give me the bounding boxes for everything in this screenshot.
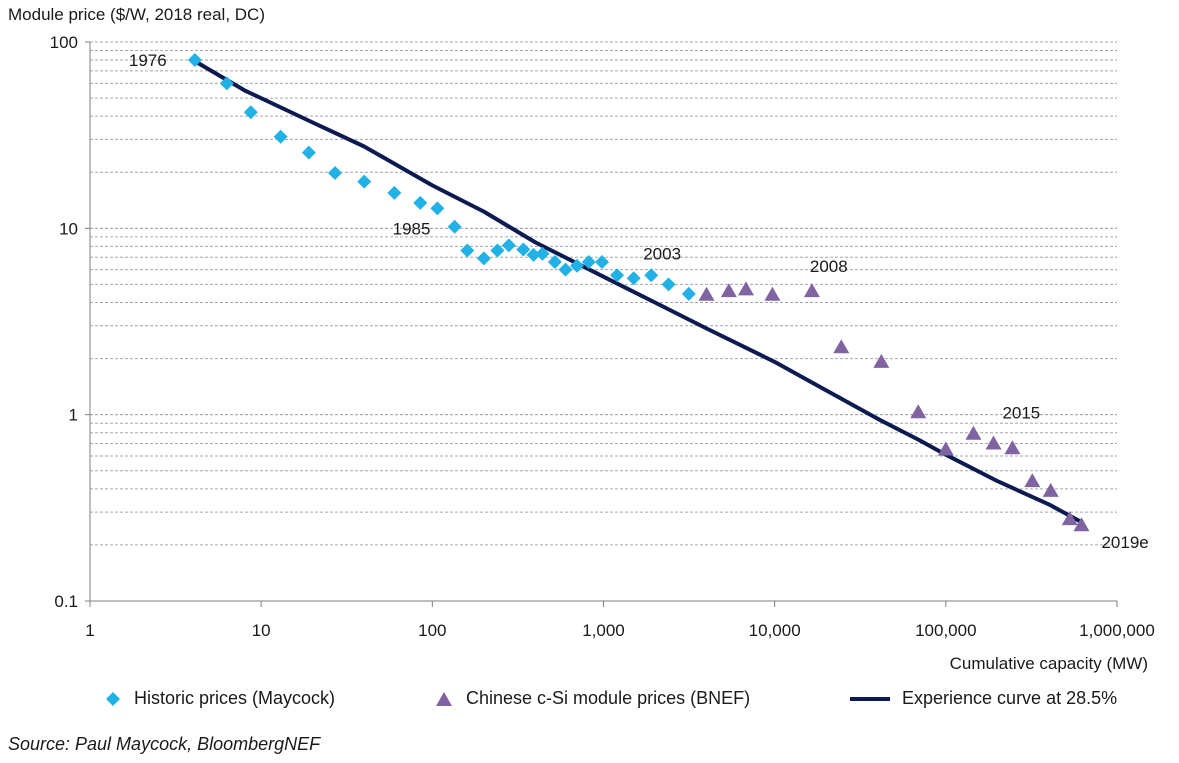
y-tick-label: 1 <box>69 406 78 425</box>
annotation-label: 2008 <box>810 257 848 276</box>
chinese-price-point <box>985 435 1002 450</box>
chinese-price-point <box>965 425 982 440</box>
source-note: Source: Paul Maycock, BloombergNEF <box>8 734 321 754</box>
chinese-price-point <box>873 353 890 368</box>
historic-price-point <box>357 174 372 189</box>
historic-price-point <box>387 185 402 200</box>
chinese-price-point <box>1042 482 1059 497</box>
y-tick-label: 100 <box>50 33 78 52</box>
chinese-price-point <box>698 286 715 301</box>
y-axis-title: Module price ($/W, 2018 real, DC) <box>8 5 265 24</box>
legend-label-historic: Historic prices (Maycock) <box>134 688 336 708</box>
historic-price-point <box>626 271 641 286</box>
legend-line-marker <box>850 696 890 701</box>
x-tick-label: 1,000 <box>582 621 625 640</box>
data-marks <box>187 53 1090 532</box>
x-tick-label: 1 <box>85 621 94 640</box>
historic-price-point <box>644 268 659 283</box>
historic-price-point <box>243 105 258 120</box>
chinese-price-point <box>803 283 820 298</box>
historic-price-point <box>594 254 609 269</box>
experience-curve-line <box>191 58 1084 525</box>
historic-price-point <box>430 201 445 216</box>
y-tick-label: 10 <box>59 219 78 238</box>
annotation-label: 2019e <box>1101 533 1148 552</box>
historic-price-point <box>273 129 288 144</box>
chinese-price-point <box>1024 473 1041 488</box>
historic-price-point <box>501 238 516 253</box>
historic-price-point <box>413 195 428 210</box>
historic-price-point <box>681 286 696 301</box>
x-tick-label: 1,000,000 <box>1079 621 1155 640</box>
legend-item-chinese: Chinese c-Si module prices (BNEF) <box>436 688 750 709</box>
chinese-price-point <box>833 339 850 354</box>
tick-labels: 0.1 1 10 100 1 10 100 1,000 10,000 100,000 1,000,0… <box>50 33 1155 640</box>
chinese-price-point <box>737 281 754 296</box>
legend: Historic prices (Maycock) Chinese c-Si m… <box>0 688 1179 716</box>
annotation-label: 1985 <box>393 220 431 239</box>
historic-price-point <box>610 268 625 283</box>
legend-label-chinese: Chinese c-Si module prices (BNEF) <box>466 688 751 708</box>
chinese-price-point <box>937 441 954 456</box>
legend-item-historic: Historic prices (Maycock) <box>106 688 335 709</box>
chinese-price-point <box>910 404 927 419</box>
legend-triangle-marker <box>436 691 452 706</box>
historic-price-point <box>328 166 343 181</box>
historic-price-point <box>661 277 676 292</box>
grid-lines <box>90 41 1117 546</box>
legend-item-curve: Experience curve at 28.5% <box>850 688 1117 709</box>
chinese-price-point <box>764 286 781 301</box>
historic-price-point <box>581 254 596 269</box>
historic-price-point <box>526 247 541 262</box>
y-tick-label: 0.1 <box>54 592 78 611</box>
x-tick-label: 10 <box>252 621 271 640</box>
historic-price-point <box>187 53 202 68</box>
historic-price-point <box>558 262 573 277</box>
chinese-price-point <box>1061 511 1078 526</box>
historic-price-point <box>476 251 491 266</box>
x-tick-label: 100 <box>418 621 446 640</box>
annotations: 1976 1985 2003 2008 2015 2019e <box>129 51 1149 552</box>
historic-price-point <box>569 258 584 273</box>
price-experience-chart: 0.1 1 10 100 1 10 100 1,000 10,000 100,000 1,000,0… <box>8 5 1155 673</box>
annotation-label: 1976 <box>129 51 167 70</box>
chinese-price-point <box>720 283 737 298</box>
historic-price-point <box>301 145 316 160</box>
historic-price-point <box>219 76 234 91</box>
axes <box>85 41 1118 607</box>
annotation-label: 2015 <box>1002 403 1040 422</box>
x-axis-title: Cumulative capacity (MW) <box>950 654 1148 673</box>
historic-price-point <box>460 243 475 258</box>
x-tick-label: 10,000 <box>749 621 801 640</box>
chinese-price-point <box>1073 517 1090 532</box>
x-tick-label: 100,000 <box>915 621 976 640</box>
legend-diamond-marker <box>106 691 120 706</box>
historic-price-point <box>535 246 550 261</box>
historic-price-point <box>490 243 505 258</box>
annotation-label: 2003 <box>643 244 681 263</box>
historic-price-point <box>516 242 531 257</box>
historic-price-point <box>547 254 562 269</box>
legend-label-curve: Experience curve at 28.5% <box>902 688 1118 708</box>
chinese-price-point <box>1004 440 1021 455</box>
historic-price-point <box>447 219 462 234</box>
